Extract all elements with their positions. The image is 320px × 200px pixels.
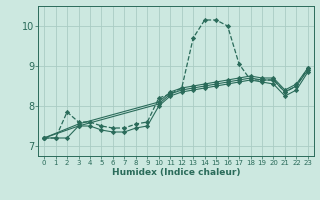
X-axis label: Humidex (Indice chaleur): Humidex (Indice chaleur) (112, 168, 240, 177)
